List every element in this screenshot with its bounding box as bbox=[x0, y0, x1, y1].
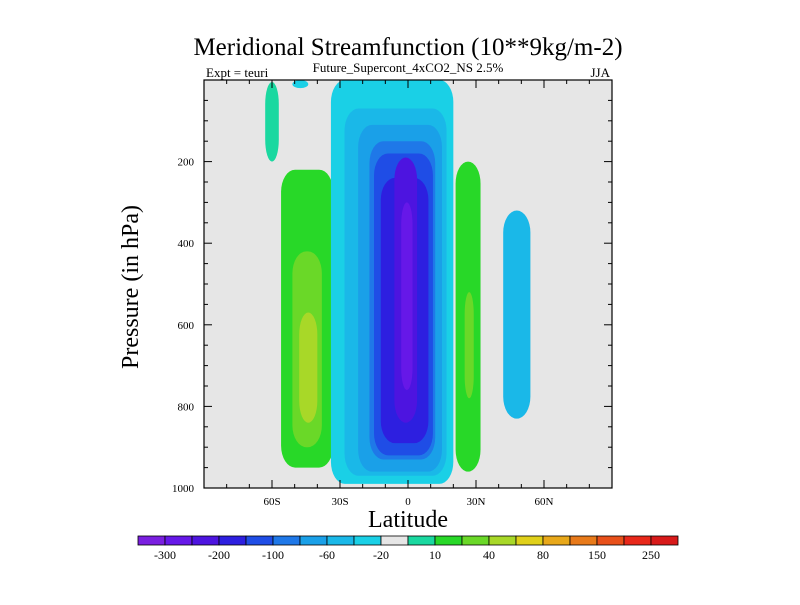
colorbar-swatch bbox=[353, 535, 382, 546]
colorbar-label: -300 bbox=[154, 548, 176, 562]
contour-region-1 bbox=[292, 80, 309, 89]
colorbar-swatch bbox=[569, 535, 598, 546]
colorbar-swatch bbox=[596, 535, 625, 546]
y-tick-label: 800 bbox=[178, 401, 195, 413]
y-tick-label: 200 bbox=[178, 157, 195, 169]
colorbar-swatch bbox=[623, 535, 652, 546]
plot-area bbox=[204, 80, 612, 488]
x-tick-label: 60N bbox=[535, 496, 554, 508]
colorbar-label: 80 bbox=[537, 548, 549, 562]
colorbar-label: -60 bbox=[319, 548, 335, 562]
y-axis-label: Pressure (in hPa) bbox=[118, 205, 144, 369]
right-label: JJA bbox=[590, 65, 610, 80]
colorbar-label: 10 bbox=[429, 548, 441, 562]
x-tick-label: 60S bbox=[263, 496, 280, 508]
contour-region-0 bbox=[265, 82, 279, 162]
x-tick-label: 0 bbox=[405, 496, 411, 508]
chart-subtitle: Future_Supercont_4xCO2_NS 2.5% bbox=[313, 60, 504, 75]
colorbar-swatch bbox=[542, 535, 571, 546]
colorbar-label: 250 bbox=[642, 548, 660, 562]
colorbar-swatch bbox=[299, 535, 328, 546]
colorbar-swatch bbox=[164, 535, 193, 546]
colorbar-swatch bbox=[245, 535, 274, 546]
x-tick-label: 30N bbox=[467, 496, 486, 508]
contour-region-14 bbox=[464, 292, 474, 399]
y-tick-label: 600 bbox=[178, 320, 195, 332]
colorbar-swatch bbox=[515, 535, 544, 546]
colorbar-label: -200 bbox=[208, 548, 230, 562]
x-axis-label: Latitude bbox=[368, 507, 448, 533]
colorbar-swatch bbox=[326, 535, 355, 546]
colorbar-swatch bbox=[137, 535, 166, 546]
contour-region-12 bbox=[401, 202, 413, 391]
colorbar-swatch bbox=[191, 535, 220, 546]
colorbar-label: -20 bbox=[373, 548, 389, 562]
colorbar-swatch bbox=[461, 535, 490, 546]
colorbar-swatch bbox=[380, 535, 409, 546]
chart-title: Meridional Streamfunction (10**9kg/m-2) bbox=[193, 34, 622, 61]
colorbar-label: 40 bbox=[483, 548, 495, 562]
colorbar-swatch bbox=[650, 535, 679, 546]
colorbar-swatch bbox=[488, 535, 517, 546]
colorbar-swatch bbox=[218, 535, 247, 546]
contour-region-4 bbox=[299, 312, 318, 423]
colorbar-swatch bbox=[272, 535, 301, 546]
y-tick-label: 1000 bbox=[172, 483, 195, 495]
axes: 200 400 600 800 1000 60S 30S 0 30N 60N bbox=[172, 79, 613, 508]
y-tick-label: 400 bbox=[178, 238, 195, 250]
left-label: Expt = teuri bbox=[206, 65, 269, 80]
contour-region-15 bbox=[503, 210, 531, 419]
colorbar-swatch bbox=[434, 535, 463, 546]
colorbar-label: 150 bbox=[588, 548, 606, 562]
colorbar: -300 -200 -100 -60 -20 10 40 80 150 250 bbox=[137, 535, 679, 562]
x-tick-label: 30S bbox=[331, 496, 348, 508]
colorbar-swatch bbox=[407, 535, 436, 546]
colorbar-label: -100 bbox=[262, 548, 284, 562]
